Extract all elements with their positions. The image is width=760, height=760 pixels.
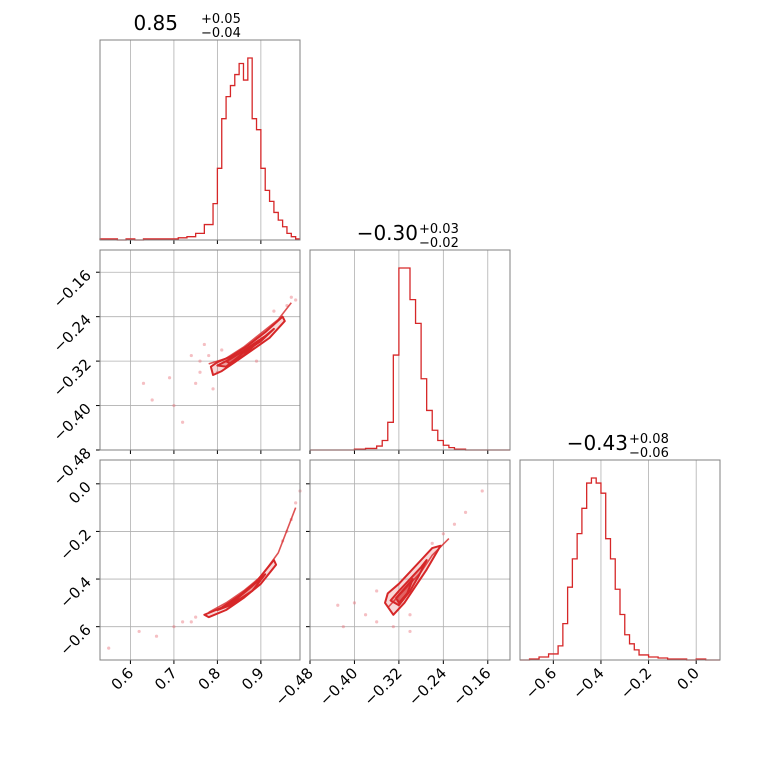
title-param-0: 0.85 +0.05 −0.04 (133, 11, 240, 41)
scatter-point (107, 646, 111, 650)
x-tick-label: −0.32 (360, 664, 405, 709)
scatter-point (137, 629, 141, 634)
scatter-point (375, 589, 379, 593)
histogram-panel-param-0 (99, 39, 301, 244)
scatter-point (181, 620, 185, 624)
scatter-point (254, 359, 259, 363)
y-tick-label: −0.32 (50, 355, 95, 400)
title-1-err-minus: −0.02 (419, 236, 459, 251)
scatter-point (430, 541, 434, 545)
scatter-point (181, 420, 185, 424)
y-tick-label: −0.48 (50, 444, 95, 489)
panel-frame (309, 249, 511, 451)
scatter-point (408, 613, 412, 617)
density-contour (384, 544, 442, 616)
x-tick-label: 0.7 (151, 664, 181, 694)
scatter-point (391, 625, 395, 629)
histogram-step-line (99, 57, 300, 241)
scatter-point (272, 309, 276, 313)
scatter-point (480, 489, 484, 493)
y-tick-label: −0.4 (56, 573, 94, 611)
x-tick-label: −0.2 (617, 664, 655, 702)
scatter-point (167, 376, 172, 380)
y-tick-label: −0.2 (56, 526, 94, 564)
title-0-err-minus: −0.04 (201, 26, 241, 41)
density-contour (216, 573, 267, 611)
x-tick-label: −0.48 (272, 664, 317, 709)
scatter-point (194, 381, 198, 385)
title-2-err-plus: +0.08 (629, 432, 669, 447)
scatter-point (336, 603, 340, 607)
density-ridge (387, 538, 450, 609)
scatter-point (463, 510, 468, 514)
y-tick-label: −0.24 (50, 311, 95, 356)
scatter-point (172, 403, 176, 408)
scatter-point (202, 342, 206, 347)
panel-frame (519, 459, 721, 661)
scatter-point (220, 348, 224, 352)
title-0-err-plus: +0.05 (201, 12, 241, 27)
x-tick-label: 0.8 (195, 664, 225, 694)
scatter-point (189, 620, 193, 624)
x-tick-label: 0.9 (238, 664, 268, 694)
scatter-point (154, 634, 159, 638)
scatter-point (375, 620, 379, 624)
x-tick-label: −0.40 (316, 664, 361, 709)
panel-frame (99, 459, 301, 661)
x-tick-label: 0.6 (108, 664, 138, 694)
y-tick-label: −0.16 (50, 266, 95, 311)
title-2-median: −0.43 (567, 431, 628, 455)
histogram-step-line (310, 267, 510, 451)
scatter-point (194, 615, 198, 619)
title-param-1: −0.30 +0.03 −0.02 (357, 221, 459, 251)
scatter-point (141, 381, 146, 385)
pair-panel-0-1: −0.48−0.40−0.32−0.24−0.16 (50, 249, 301, 489)
x-tick-label: −0.6 (522, 664, 560, 702)
scatter-point (408, 629, 412, 634)
scatter-point (441, 532, 445, 536)
density-contour (225, 342, 258, 365)
histogram-panel-param-2: −0.6 −0.4 −0.2 0.0 (519, 459, 721, 703)
scatter-point (294, 501, 298, 505)
title-1-median: −0.30 (357, 221, 418, 245)
density-contour (209, 315, 286, 376)
density-contour (203, 559, 278, 619)
y-tick-label: −0.6 (56, 621, 94, 659)
pair-panel-0-2: 0.6 0.7 0.8 0.9 −0.6 −0.4 −0.2 0.0 (56, 459, 302, 694)
y-tick-label: 0.0 (65, 478, 95, 508)
x-tick-label: −0.24 (405, 664, 450, 709)
title-2-err-minus: −0.06 (629, 446, 669, 461)
scatter-point (363, 613, 368, 617)
histogram-step-line (520, 477, 720, 661)
x-tick-label: −0.16 (449, 664, 494, 709)
panel-frame (309, 459, 511, 661)
scatter-point (150, 398, 154, 402)
scatter-point (294, 298, 298, 302)
title-0-median: 0.85 (133, 11, 178, 35)
scatter-point (452, 522, 457, 526)
scatter-point (198, 359, 202, 363)
density-ridge (208, 302, 292, 365)
pair-panel-1-2: −0.48 −0.40 −0.32 −0.24 −0.16 (272, 459, 511, 709)
histogram-panel-param-1 (309, 249, 511, 454)
scatter-point (352, 601, 357, 605)
scatter-point (198, 370, 202, 374)
scatter-point (189, 353, 193, 358)
density-ridge (208, 507, 297, 614)
panel-frame (99, 249, 301, 451)
title-param-2: −0.43 +0.08 −0.06 (567, 431, 669, 461)
scatter-point (341, 625, 345, 629)
scatter-point (207, 353, 211, 358)
panel-frame (99, 39, 301, 241)
scatter-point (289, 295, 293, 299)
y-tick-label: −0.40 (50, 400, 95, 445)
density-contour (389, 559, 428, 607)
scatter-point (211, 387, 215, 391)
scatter-point (172, 625, 176, 629)
x-tick-label: 0.0 (673, 664, 703, 694)
title-1-err-plus: +0.03 (419, 222, 459, 237)
x-tick-label: −0.4 (569, 664, 607, 702)
